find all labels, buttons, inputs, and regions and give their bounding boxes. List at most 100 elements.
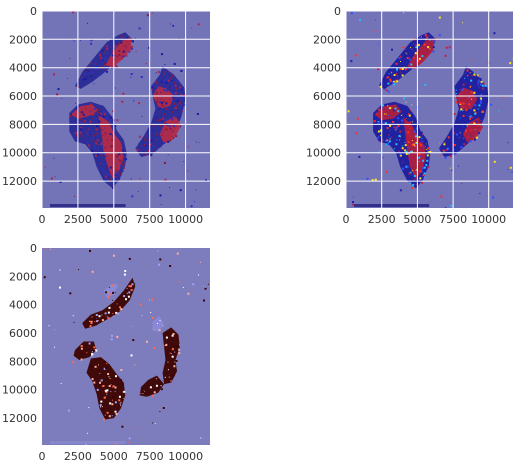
x-tick-label: 7500	[136, 450, 164, 463]
speckle	[105, 154, 107, 157]
speckle	[480, 97, 483, 100]
speckle	[50, 248, 52, 250]
speckle	[115, 375, 117, 378]
speckle	[468, 135, 470, 138]
speckle	[399, 55, 402, 58]
speckle	[512, 58, 513, 60]
speckle	[395, 60, 398, 63]
speckle	[162, 100, 165, 103]
speckle	[412, 170, 414, 172]
speckle	[111, 145, 114, 148]
speckle	[103, 153, 106, 156]
speckle	[151, 394, 154, 397]
speckle	[145, 153, 148, 156]
speckle	[102, 53, 104, 55]
speckle	[80, 352, 83, 355]
speckle	[163, 142, 165, 144]
speckle	[115, 311, 118, 314]
speckle	[464, 122, 467, 125]
speckle	[175, 345, 178, 348]
speckle	[116, 144, 119, 147]
speckle	[99, 115, 101, 117]
speckle	[408, 110, 410, 112]
speckle	[139, 303, 142, 306]
speckle	[120, 401, 122, 403]
speckle	[159, 320, 161, 322]
speckle	[118, 176, 120, 178]
speckle	[88, 128, 90, 130]
speckle	[69, 383, 71, 385]
y-tick-label: 4000	[9, 62, 37, 75]
speckle	[91, 316, 93, 318]
speckle	[459, 89, 461, 90]
speckle	[396, 68, 398, 71]
speckle	[119, 178, 121, 180]
speckle	[134, 364, 136, 366]
speckle	[138, 135, 141, 138]
speckle	[459, 117, 461, 119]
speckle	[432, 50, 435, 53]
speckle	[117, 153, 119, 156]
speckle	[161, 135, 163, 136]
speckle	[99, 58, 101, 60]
speckle	[350, 60, 353, 63]
speckle	[98, 114, 101, 117]
speckle	[89, 249, 91, 252]
speckle	[172, 130, 174, 132]
speckle	[95, 142, 98, 145]
speckle	[400, 71, 402, 73]
speckle	[91, 352, 94, 355]
speckle	[464, 73, 466, 75]
speckle	[170, 87, 172, 89]
x-tick-label: 10000	[168, 213, 203, 226]
speckle	[100, 56, 102, 59]
speckle	[112, 59, 114, 61]
speckle	[135, 51, 137, 52]
speckle	[150, 312, 152, 313]
speckle	[387, 107, 389, 109]
speckle	[91, 149, 94, 152]
speckle	[100, 141, 102, 143]
speckle	[468, 86, 469, 88]
speckle	[105, 155, 107, 157]
speckle	[69, 115, 72, 118]
speckle	[389, 80, 392, 83]
speckle	[482, 87, 485, 90]
speckle	[102, 385, 105, 387]
y-tick-label: 6000	[9, 90, 37, 103]
slide-edge-artifact	[50, 204, 126, 207]
speckle	[82, 72, 84, 74]
speckle	[380, 141, 381, 143]
speckle	[391, 72, 394, 74]
speckle	[114, 401, 117, 404]
speckle	[123, 398, 125, 399]
speckle	[408, 172, 411, 175]
speckle	[454, 132, 456, 134]
speckle	[72, 315, 74, 317]
speckle	[125, 298, 127, 301]
speckle	[142, 393, 144, 395]
speckle	[477, 99, 479, 102]
speckle	[473, 72, 475, 74]
speckle	[401, 63, 402, 65]
speckle	[184, 94, 186, 96]
speckle	[176, 109, 178, 111]
speckle	[91, 136, 94, 139]
speckle	[171, 111, 174, 114]
speckle	[102, 115, 105, 118]
speckle	[169, 23, 171, 25]
speckle	[121, 163, 124, 166]
speckle	[388, 73, 390, 75]
speckle	[106, 411, 109, 414]
speckle	[387, 115, 389, 116]
speckle	[392, 109, 395, 112]
speckle	[165, 82, 168, 84]
speckle	[108, 286, 110, 288]
speckle	[114, 173, 116, 174]
speckle	[144, 145, 147, 148]
speckle	[410, 47, 412, 49]
speckle	[414, 135, 417, 138]
speckle	[95, 314, 98, 316]
speckle	[109, 133, 112, 136]
speckle	[478, 104, 481, 107]
